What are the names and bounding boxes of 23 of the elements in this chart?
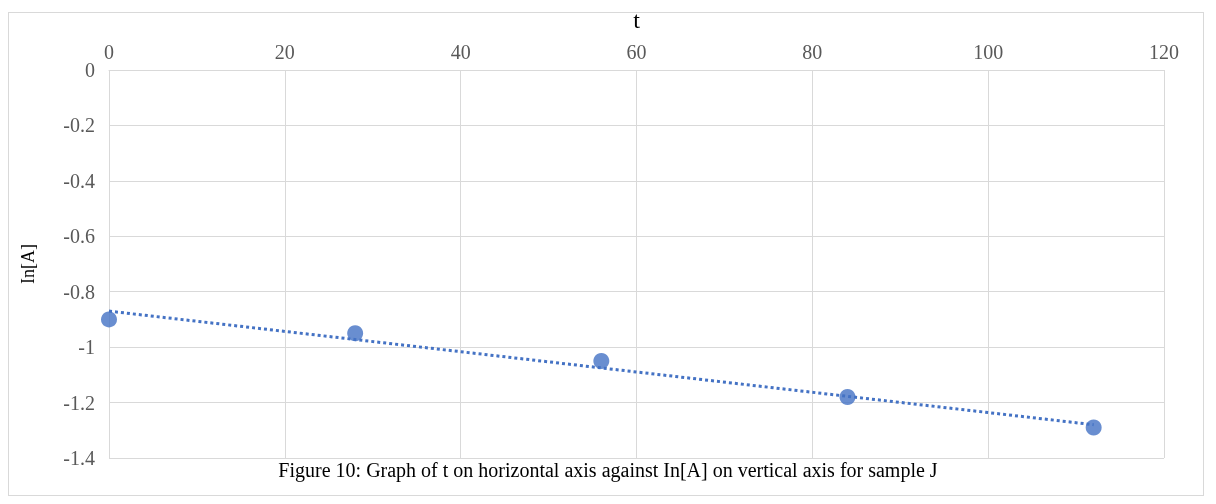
y-axis-title: In[A] xyxy=(18,244,38,284)
x-tick-label: 120 xyxy=(1149,41,1179,63)
point xyxy=(593,353,610,369)
point xyxy=(347,325,364,342)
x-tick-label: 0 xyxy=(104,41,114,63)
x-tick-label: 80 xyxy=(802,41,823,63)
y-tick-label: -0.4 xyxy=(63,169,95,192)
point xyxy=(101,311,117,328)
point xyxy=(1085,419,1102,436)
y-tick-label: 0 xyxy=(85,59,95,81)
x-tick-label: 40 xyxy=(450,41,471,63)
y-tick-label: -0.6 xyxy=(63,225,95,248)
y-tick-label: -1.2 xyxy=(63,391,95,414)
y-tick-label: -1.4 xyxy=(63,447,95,469)
x-tick-label: 60 xyxy=(626,41,647,63)
y-tick-label: -0.2 xyxy=(63,114,95,137)
point xyxy=(839,389,856,406)
y-tick-label: -1 xyxy=(78,336,95,359)
y-tick-label: -0.8 xyxy=(63,280,95,303)
x-tick-label: 100 xyxy=(973,41,1004,63)
caption: Figure 10: Graph of t on horizontal axis against In[A] on vertical axis for sample J xyxy=(278,459,938,482)
x-tick-label: 20 xyxy=(274,41,295,63)
x-axis-title: t xyxy=(633,7,641,33)
